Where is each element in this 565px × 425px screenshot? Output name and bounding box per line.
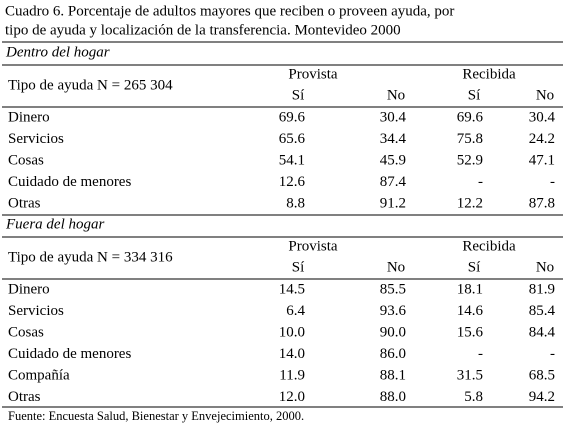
sub-header: No [536, 87, 554, 103]
row-label: Cosas [8, 152, 44, 168]
cell: 65.6 [279, 131, 306, 147]
cell: 91.2 [380, 195, 406, 211]
cell: 85.5 [380, 281, 406, 297]
row-label: Cosas [8, 324, 44, 340]
cell: 87.4 [380, 174, 407, 190]
group-header: Provista [288, 66, 338, 82]
cell: - [550, 174, 555, 190]
cell: 81.9 [529, 281, 555, 297]
cell: 88.1 [380, 367, 406, 383]
row-label: Otras [8, 389, 41, 405]
cell: 85.4 [529, 303, 556, 319]
sub-header: No [387, 87, 405, 103]
cell: 45.9 [380, 152, 406, 168]
cell: 84.4 [529, 324, 556, 340]
cell: 12.2 [457, 195, 483, 211]
cell: 5.8 [464, 389, 483, 405]
cell: 69.6 [457, 109, 484, 125]
row-header: Tipo de ayuda N = 334 316 [8, 249, 173, 265]
row-label: Compañía [8, 367, 70, 383]
row-header: Tipo de ayuda N = 265 304 [8, 77, 173, 93]
cell: - [550, 346, 555, 362]
row-label: Cuidado de menores [8, 174, 131, 190]
cell: 10.0 [279, 324, 305, 340]
title-line: Cuadro 6. Porcentaje de adultos mayores … [5, 3, 454, 19]
cell: 88.0 [380, 389, 406, 405]
row-label: Cuidado de menores [8, 346, 131, 362]
cell: 69.6 [279, 109, 306, 125]
sub-header: No [536, 259, 554, 275]
cell: 90.0 [380, 324, 406, 340]
sub-header: Sí [292, 259, 305, 275]
cell: 12.0 [279, 389, 305, 405]
cell: 52.9 [457, 152, 483, 168]
cell: 34.4 [380, 131, 407, 147]
group-header: Provista [288, 238, 338, 254]
title-line: tipo de ayuda y localización de la trans… [5, 22, 401, 38]
cell: 30.4 [380, 109, 407, 125]
sub-header: No [387, 259, 405, 275]
cell: 11.9 [279, 367, 305, 383]
section-title: Dentro del hogar [5, 44, 110, 60]
sub-header: Sí [468, 87, 481, 103]
cell: 18.1 [457, 281, 483, 297]
sub-header: Sí [292, 87, 305, 103]
sub-header: Sí [468, 259, 481, 275]
cell: 87.8 [529, 195, 555, 211]
row-label: Dinero [8, 281, 50, 297]
cell: 15.6 [457, 324, 484, 340]
cell: 54.1 [279, 152, 305, 168]
cell: - [478, 346, 483, 362]
row-label: Otras [8, 195, 41, 211]
cell: 8.8 [286, 195, 305, 211]
cell: 24.2 [529, 131, 555, 147]
cell: 75.8 [457, 131, 483, 147]
cell: 14.0 [279, 346, 305, 362]
cell: 94.2 [529, 389, 555, 405]
cell: 86.0 [380, 346, 406, 362]
cell: 93.6 [380, 303, 407, 319]
source: Fuente: Encuesta Salud, Bienestar y Enve… [8, 409, 304, 423]
cell: 47.1 [529, 152, 555, 168]
cell: 6.4 [286, 303, 305, 319]
group-header: Recibida [462, 238, 516, 254]
row-label: Servicios [8, 303, 64, 319]
cell: 68.5 [529, 367, 555, 383]
cell: 31.5 [457, 367, 483, 383]
cell: 14.5 [279, 281, 305, 297]
row-label: Dinero [8, 109, 50, 125]
cell: 14.6 [457, 303, 484, 319]
row-label: Servicios [8, 131, 64, 147]
group-header: Recibida [462, 66, 516, 82]
section-title: Fuera del hogar [5, 216, 104, 232]
cell: - [478, 174, 483, 190]
cell: 30.4 [529, 109, 556, 125]
cell: 12.6 [279, 174, 306, 190]
